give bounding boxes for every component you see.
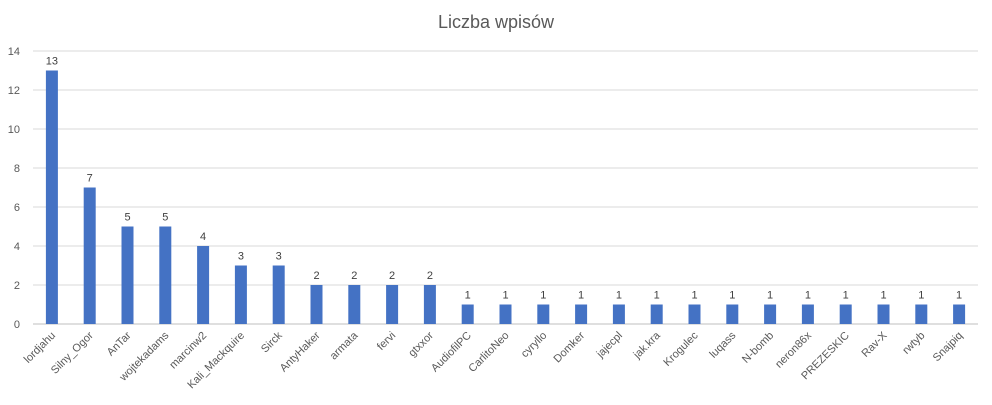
y-tick-label: 2 [14, 280, 20, 292]
y-tick-label: 0 [14, 319, 20, 331]
x-tick-label-jajecpl: jajecpl [594, 330, 625, 361]
data-label-rwtyb: 1 [918, 290, 924, 302]
bar-Rav-X [877, 304, 890, 324]
data-label-fervi: 2 [389, 270, 395, 282]
data-label-wojtekadams: 5 [162, 212, 168, 224]
data-label-Rav-X: 1 [880, 290, 886, 302]
bar-wojtekadams [159, 226, 172, 324]
bar-Sirck [272, 265, 285, 324]
x-tick-label-AnTar: AnTar [105, 329, 134, 358]
x-tick-label-AntyHaker: AntyHaker [278, 329, 323, 374]
data-label-Krogulec: 1 [691, 290, 697, 302]
y-tick-label: 4 [14, 241, 20, 253]
y-tick-label: 6 [14, 202, 20, 214]
data-label-Snajpiq: 1 [956, 290, 962, 302]
bar-AudiofilPC [461, 304, 474, 324]
bar-marcinw2 [197, 246, 210, 324]
bar-gtxxor [423, 285, 436, 324]
x-tick-label-Snajpiq: Snajpiq [931, 330, 965, 364]
bar-AnTar [121, 226, 134, 324]
x-tick-label-CarlitoNeo: CarlitoNeo [466, 330, 511, 375]
data-label-luqass: 1 [729, 290, 735, 302]
x-tick-label-cyryllo: cyryllo [519, 330, 550, 361]
bar-Kali_Mackquire [234, 265, 247, 324]
x-tick-label-gtxxor: gtxxor [406, 329, 436, 359]
bar-rwtyb [915, 304, 928, 324]
bar-Krogulec [688, 304, 701, 324]
gridlines [33, 50, 978, 325]
y-axis-ticks: 0 2 4 6 8 10 12 14 [8, 46, 20, 331]
data-label-neron86x: 1 [805, 290, 811, 302]
y-tick-label: 12 [8, 85, 20, 97]
bar-armata [348, 285, 361, 324]
bar-N-bomb [764, 304, 777, 324]
x-tick-label-armata: armata [328, 329, 361, 362]
bar-Domker [575, 304, 588, 324]
data-label-N-bomb: 1 [767, 290, 773, 302]
y-tick-label: 10 [8, 124, 20, 136]
data-label-Domker: 1 [578, 290, 584, 302]
data-label-Sirck: 3 [276, 251, 282, 263]
x-tick-label-Domker: Domker [552, 329, 588, 365]
x-tick-label-jak.kra: jak.kra [631, 329, 664, 362]
x-tick-label-lordjahu: lordjahu [22, 330, 58, 366]
x-tick-label-N-bomb: N-bomb [740, 330, 776, 366]
x-tick-label-rwtyb: rwtyb [900, 330, 927, 357]
data-label-CarlitoNeo: 1 [502, 290, 508, 302]
data-label-cyryllo: 1 [540, 290, 546, 302]
x-tick-label-fervi: fervi [375, 330, 398, 353]
bar-neron86x [801, 304, 814, 324]
bar-Snajpiq [953, 304, 966, 324]
data-label-jajecpl: 1 [616, 290, 622, 302]
data-label-AnTar: 5 [124, 212, 130, 224]
y-tick-label: 14 [8, 46, 20, 58]
data-label-marcinw2: 4 [200, 231, 206, 243]
bar-luqass [726, 304, 739, 324]
bar-jajecpl [612, 304, 625, 324]
data-label-AntyHaker: 2 [313, 270, 319, 282]
data-label-AudiofilPC: 1 [465, 290, 471, 302]
bar-Silny_Ogor [83, 187, 96, 324]
data-label-jak.kra: 1 [654, 290, 660, 302]
data-label-Silny_Ogor: 7 [87, 173, 93, 185]
x-tick-label-luqass: luqass [707, 329, 738, 360]
bars [45, 70, 966, 324]
data-label-PREZESKIC: 1 [843, 290, 849, 302]
bar-jak.kra [650, 304, 663, 324]
data-label-gtxxor: 2 [427, 270, 433, 282]
bar-PREZESKIC [839, 304, 852, 324]
bar-fervi [386, 285, 399, 324]
bar-cyryllo [537, 304, 550, 324]
y-tick-label: 8 [14, 163, 20, 175]
bar-lordjahu [45, 70, 58, 324]
chart-title: Liczba wpisów [437, 12, 555, 32]
x-tick-label-Krogulec: Krogulec [661, 329, 701, 369]
data-label-armata: 2 [351, 270, 357, 282]
bar-AntyHaker [310, 285, 323, 324]
x-tick-label-Sirck: Sirck [259, 329, 285, 355]
data-label-lordjahu: 13 [46, 56, 58, 68]
data-labels: 13 7 5 5 4 3 3 2 2 2 2 1 1 1 1 1 1 1 1 1 1 1 1 1 1 [46, 56, 962, 302]
bar-CarlitoNeo [499, 304, 512, 324]
data-label-Kali_Mackquire: 3 [238, 251, 244, 263]
x-tick-label-Rav-X: Rav-X [860, 329, 891, 360]
